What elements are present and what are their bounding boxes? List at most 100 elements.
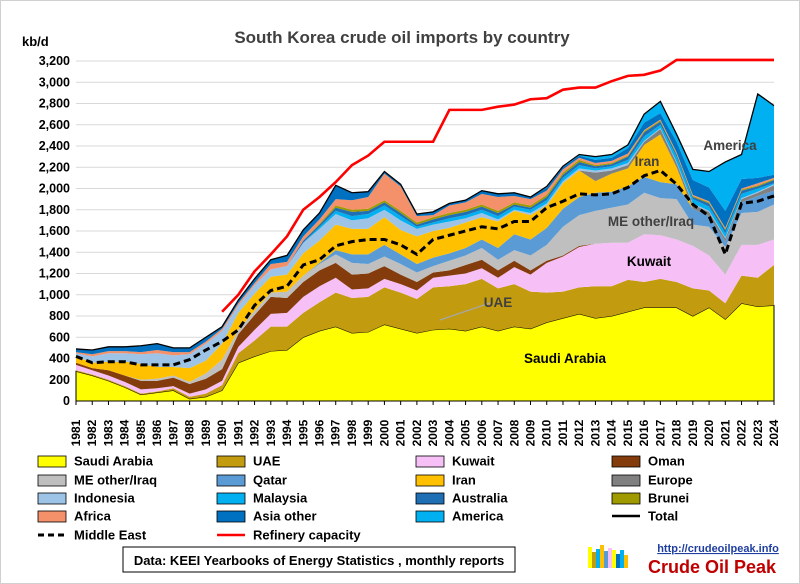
legend-swatch [216, 492, 246, 505]
x-tick-label: 2015 [621, 419, 635, 446]
legend-label: Europe [648, 473, 693, 488]
x-tick-label: 2016 [637, 419, 651, 446]
x-tick-label: 1997 [329, 419, 343, 446]
x-tick-label: 1984 [118, 419, 132, 446]
legend-label: Total [648, 509, 678, 524]
area-kuwait [76, 234, 774, 397]
legend-item-brunei: Brunei [611, 491, 689, 506]
area-america [76, 93, 774, 350]
x-tick-label: 2001 [394, 419, 408, 446]
overlay-lines [75, 58, 775, 367]
legend-item-africa: Africa [37, 509, 112, 524]
crude-oil-peak-logo [588, 545, 628, 568]
y-tick-label: 3,000 [39, 75, 70, 89]
legend-label: Africa [74, 509, 112, 524]
legend-swatch [415, 474, 445, 487]
x-tick-label: 1995 [296, 419, 310, 446]
y-axis-ticks: 0 200 400 600 800 1,000 1,200 1,400 1,600 1,800 2,… [39, 54, 70, 408]
x-tick-label: 2017 [653, 419, 667, 446]
area-iran [76, 134, 774, 382]
y-tick-label: 1,000 [39, 288, 70, 302]
y-tick-label: 1,600 [39, 224, 70, 238]
legend-item-qatar: Qatar [216, 473, 287, 488]
legend-swatch [216, 510, 246, 523]
y-tick-label: 2,200 [39, 160, 70, 174]
legend-swatch [611, 492, 641, 505]
x-tick-label: 1986 [150, 419, 164, 446]
annotation-saudi-arabia: Saudi Arabia [524, 351, 607, 366]
legend-label: Refinery capacity [253, 528, 361, 543]
legend-item-malaysia: Malaysia [216, 491, 308, 506]
x-tick-label: 2022 [735, 419, 749, 446]
legend-swatch [37, 455, 67, 468]
x-tick-label: 1985 [134, 419, 148, 446]
y-tick-label: 800 [49, 309, 70, 323]
x-tick-label: 2007 [491, 419, 505, 446]
x-tick-label: 2024 [767, 419, 781, 446]
x-tick-label: 2011 [556, 420, 570, 446]
x-tick-label: 2010 [540, 419, 554, 446]
y-tick-label: 600 [49, 330, 70, 344]
legend-label: Indonesia [74, 491, 135, 506]
annotation-iran: Iran [635, 154, 660, 169]
legend-swatch [37, 492, 67, 505]
legend-label: UAE [253, 454, 281, 469]
legend-label: Oman [648, 454, 685, 469]
x-tick-label: 1994 [280, 419, 294, 446]
x-tick-label: 1996 [312, 419, 326, 446]
y-tick-label: 2,400 [39, 139, 70, 153]
x-tick-label: 2004 [442, 419, 456, 446]
legend-item-asia-other: Asia other [216, 509, 317, 524]
y-tick-label: 1,800 [39, 203, 70, 217]
legend-label: Middle East [74, 528, 147, 543]
x-tick-label: 1989 [199, 419, 213, 446]
annotation-me-other-iraq: ME other/Iraq [608, 214, 694, 229]
x-tick-label: 1993 [264, 419, 278, 446]
x-tick-label: 2002 [410, 419, 424, 446]
x-tick-label: 1990 [215, 419, 229, 446]
legend-swatch [415, 492, 445, 505]
y-tick-label: 3,200 [39, 54, 70, 68]
legend-item-refinery-capacity: Refinery capacity [217, 528, 361, 543]
legend-swatch [216, 455, 246, 468]
y-tick-label: 2,600 [39, 118, 70, 132]
annotation-uae: UAE [484, 295, 513, 310]
annotation-kuwait: Kuwait [627, 254, 672, 269]
legend-swatch [611, 455, 641, 468]
chart-title: South Korea crude oil imports by country [234, 28, 570, 47]
y-tick-label: 0 [63, 394, 70, 408]
legend-item-kuwait: Kuwait [415, 454, 495, 469]
brand-url-link[interactable]: http://crudeoilpeak.info [657, 543, 779, 555]
brand-name: Crude Oil Peak [648, 557, 777, 577]
x-tick-label: 2019 [686, 419, 700, 446]
x-tick-label: 1992 [248, 419, 262, 446]
legend-label: Asia other [253, 509, 317, 524]
line-middle-east [75, 168, 775, 367]
line-refinery-capacity [221, 58, 774, 313]
legend-item-me-other-iraq: ME other/Iraq [37, 473, 157, 488]
area-me-other-iraq [76, 192, 774, 384]
legend-swatch [37, 474, 67, 487]
x-tick-label: 1991 [231, 419, 245, 446]
x-axis-ticks: 1981 1982 1983 1984 1985 1986 1987 1988 1989 1990… [69, 401, 781, 446]
x-tick-label: 2006 [475, 419, 489, 446]
x-tick-label: 2000 [377, 419, 391, 446]
legend-swatch [611, 474, 641, 487]
x-tick-label: 2018 [670, 419, 684, 446]
legend-label: Australia [452, 491, 508, 506]
area-annotations: Saudi Arabia UAE Kuwait ME other/Iraq Iran Am… [484, 138, 757, 366]
legend-swatch [216, 474, 246, 487]
y-tick-label: 2,800 [39, 97, 70, 111]
x-tick-label: 2008 [507, 419, 521, 446]
annotation-america: America [703, 138, 757, 153]
y-tick-label: 1,200 [39, 267, 70, 281]
y-axis-unit-label: kb/d [22, 34, 49, 49]
line-total [75, 92, 775, 351]
x-tick-label: 1981 [69, 419, 83, 446]
x-tick-label: 2021 [718, 419, 732, 446]
legend-swatch [415, 510, 445, 523]
stacked-areas [75, 93, 775, 402]
x-tick-label: 1999 [361, 419, 375, 446]
x-tick-label: 1982 [85, 419, 99, 446]
